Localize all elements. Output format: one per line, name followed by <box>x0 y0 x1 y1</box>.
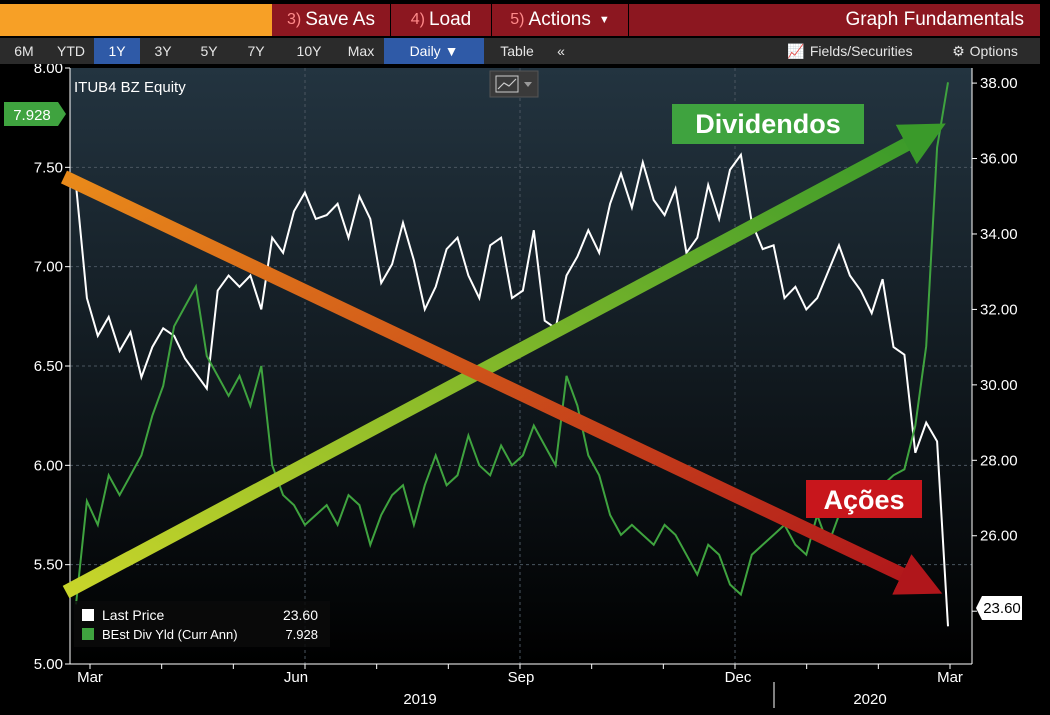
right-tick-label: 28.00 <box>980 452 1018 469</box>
legend-value-yield: 7.928 <box>285 627 318 642</box>
left-tick-label: 7.00 <box>34 259 63 276</box>
fields-securities-button[interactable]: 📈 Fields/Securities <box>770 38 930 64</box>
left-tick-label: 8.00 <box>34 64 63 77</box>
dropdown-arrow-icon: ▼ <box>598 14 610 26</box>
left-tick-label: 7.50 <box>34 159 63 176</box>
left-tick-label: 5.50 <box>34 557 63 574</box>
actions-number: 5) <box>510 11 525 28</box>
fields-label: Fields/Securities <box>809 43 913 59</box>
range-7y[interactable]: 7Y <box>247 43 265 59</box>
left-tick-label: 6.00 <box>34 457 63 474</box>
x-tick-label: Jun <box>284 669 308 686</box>
left-tick-label: 5.00 <box>34 656 63 673</box>
year-label: 2020 <box>853 691 886 708</box>
price-last-value: 23.60 <box>983 600 1021 617</box>
left-axis: 8.00 7.50 7.00 6.50 6.00 5.50 5.00 <box>34 60 71 673</box>
right-tick-label: 34.00 <box>980 226 1018 243</box>
range-3y[interactable]: 3Y <box>154 43 172 59</box>
actions-label: Actions <box>528 9 591 30</box>
actions-button[interactable]: 5) Actions ▼ <box>492 4 629 36</box>
legend-swatch-price <box>82 609 94 621</box>
range-5y[interactable]: 5Y <box>200 43 218 59</box>
range-6m[interactable]: 6M <box>14 43 34 59</box>
chart-icon: 📈 <box>787 42 805 59</box>
div-yield-line <box>75 82 949 605</box>
range-max[interactable]: Max <box>347 43 375 59</box>
right-tick-label: 36.00 <box>980 151 1018 168</box>
range-bar: 6M YTD 1Y 3Y 5Y 7Y 10Y Max Daily ▼ Table… <box>0 38 1040 64</box>
x-tick-label: Sep <box>508 669 535 686</box>
last-price-line <box>75 152 949 627</box>
left-tick-label: 6.50 <box>34 358 63 375</box>
chart-type-button[interactable] <box>489 70 539 98</box>
right-tick-label: 32.00 <box>980 301 1018 318</box>
load-label: Load <box>428 9 472 30</box>
period-dropdown[interactable]: Daily ▼ <box>384 38 484 64</box>
x-tick-label: Mar <box>937 669 963 686</box>
acoes-label-box: Ações <box>806 480 922 518</box>
chevron-down-icon <box>524 82 532 87</box>
right-tick-label: 38.00 <box>980 75 1018 92</box>
gear-icon: ⚙ <box>952 42 965 59</box>
right-tick-label: 26.00 <box>980 528 1018 545</box>
legend-label-yield: BEst Div Yld (Curr Ann) <box>102 627 238 642</box>
x-tick-label: Mar <box>77 669 103 686</box>
dividendos-arrow <box>62 123 946 599</box>
window-title: Graph Fundamentals <box>629 4 1040 36</box>
range-ytd[interactable]: YTD <box>57 43 85 59</box>
legend-value-price: 23.60 <box>283 607 318 623</box>
options-button[interactable]: ⚙ Options <box>930 38 1040 64</box>
dividendos-label-box: Dividendos <box>672 104 864 144</box>
gridlines <box>70 68 972 664</box>
legend: Last Price 23.60 BEst Div Yld (Curr Ann)… <box>74 601 330 647</box>
x-tick-label: Dec <box>725 669 752 686</box>
options-label: Options <box>969 43 1018 59</box>
x-axis: Mar Jun Sep Dec Mar 2019 2020 <box>70 663 972 708</box>
table-button[interactable]: Table <box>500 43 534 59</box>
line-chart-icon <box>495 75 519 93</box>
save-as-button[interactable]: 3) Save As <box>272 4 391 36</box>
acoes-label: Ações <box>823 485 904 515</box>
price-value-tag: 23.60 <box>976 596 1022 620</box>
price-chart: 8.00 7.50 7.00 6.50 6.00 5.50 5.00 38.00 36.00 3… <box>4 60 1022 708</box>
collapse-icon[interactable]: « <box>557 43 565 59</box>
legend-label-price: Last Price <box>102 607 164 623</box>
chart-title: ITUB4 BZ Equity <box>74 79 186 96</box>
load-button[interactable]: 4) Load <box>391 4 492 36</box>
dividendos-label: Dividendos <box>695 109 841 139</box>
command-box[interactable] <box>0 4 272 36</box>
year-label: 2019 <box>403 691 436 708</box>
range-10y[interactable]: 10Y <box>296 43 322 59</box>
load-number: 4) <box>410 11 425 28</box>
chart-area: 8.00 7.50 7.00 6.50 6.00 5.50 5.00 38.00 36.00 3… <box>0 60 1050 710</box>
legend-swatch-yield <box>82 628 94 640</box>
top-toolbar: 3) Save As 4) Load 5) Actions ▼ Graph Fu… <box>0 4 1040 36</box>
save-as-number: 3) <box>287 11 302 28</box>
range-1y[interactable]: 1Y <box>94 38 140 64</box>
yield-last-value: 7.928 <box>13 107 51 124</box>
yield-value-tag: 7.928 <box>4 102 66 126</box>
save-as-label: Save As <box>305 9 375 30</box>
right-tick-label: 30.00 <box>980 377 1018 394</box>
acoes-arrow <box>60 170 943 595</box>
